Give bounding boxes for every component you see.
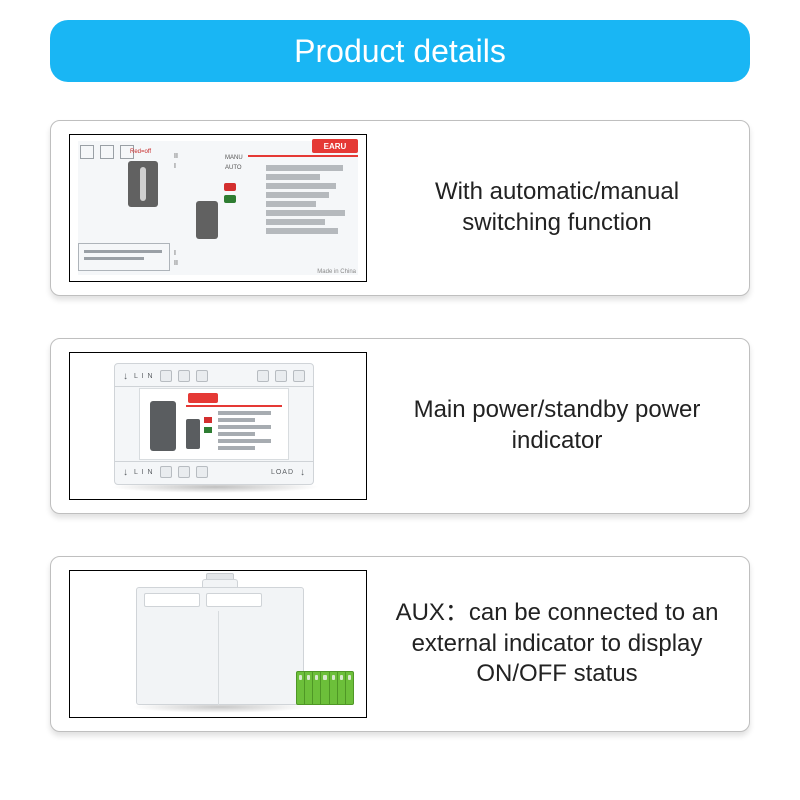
product-image-auto-manual: Red=off II I I II MANU AUTO Made in Chin… (69, 134, 367, 282)
label-mark-I-b: I (174, 250, 176, 257)
led-red-icon (224, 183, 236, 191)
label-mark-I: I (174, 163, 176, 170)
led-green-icon (224, 195, 236, 203)
feature-text-1: With automatic/manual switching function (435, 178, 679, 236)
label-red-off: Red=off (130, 149, 151, 155)
spec-lines (218, 411, 280, 453)
label-made-in: Made in China (317, 269, 356, 275)
label-lin-bot: L I N (134, 469, 154, 476)
aux-terminal-icon (296, 671, 354, 705)
label-mark-II-b: II (174, 260, 178, 267)
led-green-icon-2 (204, 427, 212, 433)
arrow-down-icon-2: ↓ (123, 467, 128, 478)
brand-badge-2 (188, 393, 218, 403)
mode-switch-icon-2 (186, 419, 200, 449)
section-header-title: Product details (294, 33, 506, 70)
section-header: Product details (50, 20, 750, 82)
feature-card-1: Red=off II I I II MANU AUTO Made in Chin… (50, 120, 750, 296)
mode-switch-icon (196, 201, 218, 239)
label-load: LOAD (271, 469, 294, 476)
label-manu: MANU (225, 155, 243, 161)
warning-note (78, 243, 170, 271)
label-mark-II: II (174, 153, 178, 160)
arrow-down-icon-3: ↓ (300, 467, 305, 478)
label-auto: AUTO (225, 165, 242, 171)
feature-text-3: AUX：can be connected to an external indi… (396, 599, 719, 687)
brand-badge (312, 139, 358, 153)
main-switch-icon (128, 161, 158, 207)
arrow-down-icon: ↓ (123, 371, 128, 382)
led-red-icon-2 (204, 417, 212, 423)
spec-text-block (266, 165, 356, 237)
feature-text-2: Main power/standby power indicator (414, 396, 701, 454)
feature-card-3: AUX：can be connected to an external indi… (50, 556, 750, 732)
feature-card-2: ↓ L I N ↓ L I N (50, 338, 750, 514)
label-lin-top: L I N (134, 373, 154, 380)
product-image-power-indicator: ↓ L I N ↓ L I N (69, 352, 367, 500)
product-image-aux (69, 570, 367, 718)
main-switch-icon-2 (150, 401, 176, 451)
